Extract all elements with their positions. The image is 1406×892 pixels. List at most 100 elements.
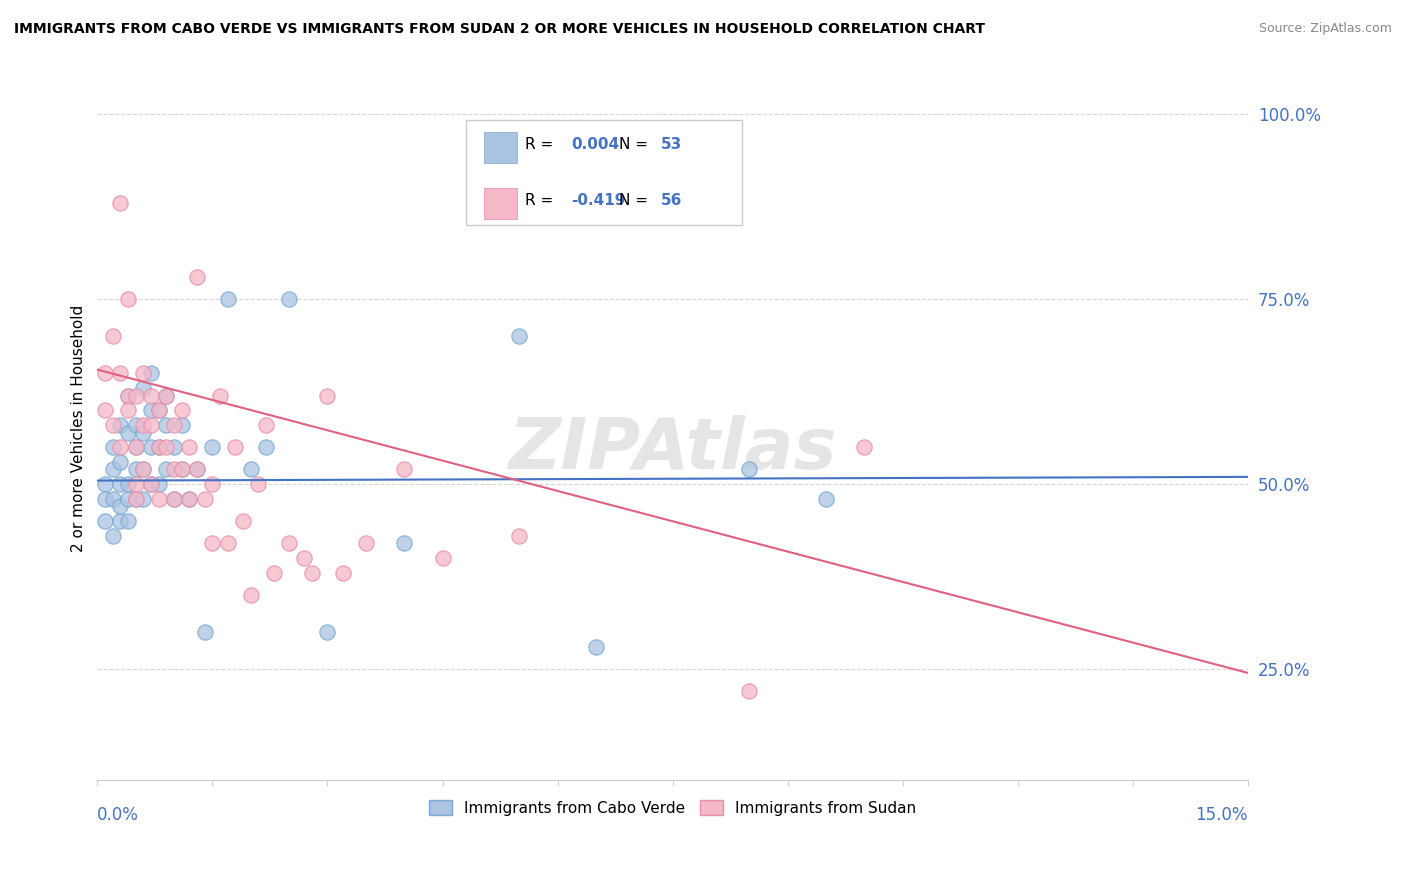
Point (201, 440, 224, 454)
Point (163, 440, 186, 454)
Point (301, 566, 323, 580)
Point (278, 536, 301, 550)
Point (853, 440, 876, 454)
Point (392, 536, 415, 550)
FancyBboxPatch shape (484, 188, 517, 219)
Point (110, 500, 132, 514)
Point (117, 388, 139, 402)
Point (110, 440, 132, 454)
Point (201, 536, 224, 550)
Text: 56: 56 (661, 193, 682, 208)
Point (125, 440, 148, 454)
Point (254, 418, 277, 433)
Text: R =: R = (526, 193, 558, 208)
Text: 53: 53 (661, 136, 682, 152)
Point (139, 477, 162, 491)
Point (163, 418, 186, 433)
Point (94, 403, 117, 417)
Point (316, 388, 339, 402)
Point (508, 529, 530, 543)
Point (186, 270, 208, 285)
Point (179, 492, 201, 507)
Point (179, 440, 201, 454)
Point (101, 440, 124, 454)
Text: ZIPAtlas: ZIPAtlas (509, 416, 837, 484)
Point (155, 388, 177, 402)
Point (148, 440, 170, 454)
Point (139, 367, 162, 381)
Point (170, 418, 193, 433)
Point (132, 462, 155, 476)
Point (239, 462, 262, 476)
Point (94, 514, 117, 528)
Point (117, 514, 139, 528)
Point (163, 492, 186, 507)
Point (148, 403, 170, 417)
Point (101, 492, 124, 507)
Legend: Immigrants from Cabo Verde, Immigrants from Sudan: Immigrants from Cabo Verde, Immigrants f… (423, 794, 922, 822)
Point (194, 625, 217, 640)
Point (738, 462, 761, 476)
Point (132, 462, 155, 476)
Point (815, 492, 838, 507)
Point (117, 403, 139, 417)
Point (132, 425, 155, 440)
Point (117, 388, 139, 402)
Point (110, 477, 132, 491)
Point (148, 403, 170, 417)
Point (110, 196, 132, 211)
Point (170, 462, 193, 476)
Point (332, 566, 354, 580)
Point (224, 440, 246, 454)
Point (247, 477, 270, 491)
Point (432, 551, 454, 566)
Text: IMMIGRANTS FROM CABO VERDE VS IMMIGRANTS FROM SUDAN 2 OR MORE VEHICLES IN HOUSEH: IMMIGRANTS FROM CABO VERDE VS IMMIGRANTS… (14, 22, 986, 37)
Point (110, 367, 132, 381)
Point (294, 551, 316, 566)
Point (94, 492, 117, 507)
Point (139, 403, 162, 417)
Point (163, 462, 186, 476)
Point (125, 462, 148, 476)
Point (170, 403, 193, 417)
Point (117, 293, 139, 307)
Point (132, 418, 155, 433)
Point (148, 440, 170, 454)
Point (117, 477, 139, 491)
Point (148, 492, 170, 507)
Y-axis label: 2 or more Vehicles in Household: 2 or more Vehicles in Household (72, 305, 86, 552)
Point (194, 492, 217, 507)
Point (117, 425, 139, 440)
Point (179, 492, 201, 507)
Point (508, 329, 530, 343)
Point (125, 418, 148, 433)
Point (232, 514, 254, 528)
Text: 15.0%: 15.0% (1195, 806, 1249, 824)
Point (101, 329, 124, 343)
Point (186, 462, 208, 476)
FancyBboxPatch shape (484, 132, 517, 163)
Point (239, 588, 262, 602)
Point (186, 462, 208, 476)
Point (139, 440, 162, 454)
Point (163, 492, 186, 507)
Text: 0.0%: 0.0% (97, 806, 139, 824)
Point (139, 388, 162, 402)
Point (132, 367, 155, 381)
Point (101, 462, 124, 476)
Point (392, 462, 415, 476)
Point (170, 462, 193, 476)
FancyBboxPatch shape (465, 120, 742, 225)
Point (316, 625, 339, 640)
Point (132, 492, 155, 507)
Point (125, 477, 148, 491)
Point (148, 477, 170, 491)
Point (117, 492, 139, 507)
Point (217, 536, 239, 550)
Point (263, 566, 285, 580)
Point (132, 381, 155, 395)
Point (101, 418, 124, 433)
Point (125, 440, 148, 454)
Point (155, 440, 177, 454)
Point (125, 388, 148, 402)
